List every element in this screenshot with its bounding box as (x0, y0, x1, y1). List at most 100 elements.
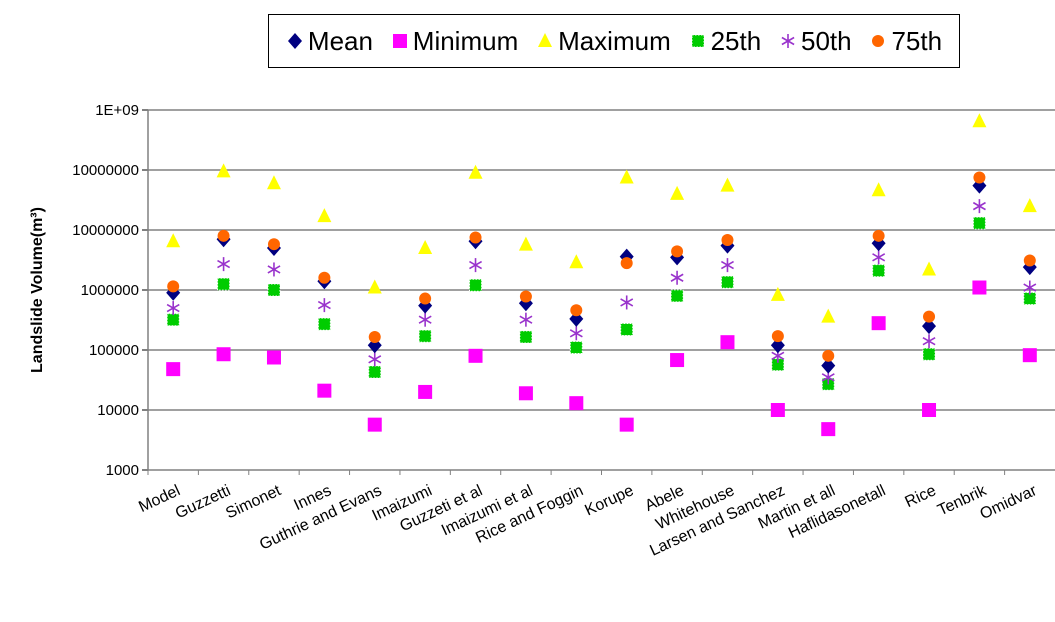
legend-marker (392, 34, 407, 48)
legend-marker-shape (872, 35, 885, 47)
point-25th (317, 317, 331, 331)
point-25th (519, 330, 533, 344)
point-75th (469, 231, 482, 244)
legend-label: Mean (307, 25, 373, 56)
y-tick-label: 1000 (106, 462, 139, 479)
point-maximum (972, 113, 987, 128)
point-maximum (670, 185, 685, 200)
legend-marker (872, 35, 885, 47)
point-50th (670, 270, 684, 285)
point-minimum (770, 403, 785, 417)
y-tick-label: 1000000 (81, 282, 139, 299)
legend-marker (287, 33, 302, 49)
category-label: Korupe (582, 482, 636, 519)
point-25th (872, 264, 886, 278)
legend-item: Maximum (536, 26, 671, 57)
point-75th (1023, 254, 1036, 267)
legend-item: 75th (869, 26, 942, 57)
point-50th (720, 258, 734, 273)
legend-marker-shape (538, 33, 553, 47)
point-maximum (770, 286, 785, 301)
point-50th (469, 258, 483, 273)
point-75th (419, 292, 432, 305)
legend-item: Minimum (391, 26, 518, 57)
point-25th (368, 365, 382, 379)
point-maximum (266, 175, 281, 190)
point-mean (922, 318, 937, 335)
y-tick-label: 10000 (97, 402, 139, 419)
point-minimum (871, 316, 886, 331)
point-50th (418, 312, 432, 327)
legend-label: 75th (891, 25, 943, 56)
point-75th (318, 271, 331, 284)
category-label: Rice (903, 482, 939, 511)
point-50th (972, 199, 986, 214)
legend-item: 25th (689, 26, 761, 57)
point-maximum (216, 163, 231, 178)
legend: Mean Minimum Maximum 25th 50th 75th (268, 14, 960, 68)
point-minimum (367, 417, 382, 432)
point-minimum (317, 383, 332, 398)
point-25th (670, 289, 684, 303)
point-maximum (922, 261, 937, 276)
point-maximum (720, 177, 735, 192)
point-50th (217, 257, 231, 272)
point-75th (973, 171, 986, 184)
legend-marker (538, 33, 553, 47)
point-mean (821, 357, 836, 374)
legend-marker-shape (691, 34, 705, 48)
point-75th (620, 257, 633, 270)
point-75th (721, 234, 734, 247)
point-50th (368, 352, 382, 367)
point-50th (620, 295, 634, 310)
point-75th (267, 238, 280, 251)
point-50th (569, 326, 583, 341)
point-minimum (468, 348, 483, 363)
point-75th (217, 229, 230, 242)
y-tick-label: 1E+09 (95, 102, 139, 119)
point-maximum (166, 233, 181, 248)
point-maximum (821, 308, 836, 323)
point-minimum (922, 403, 937, 417)
point-75th (771, 330, 784, 343)
point-minimum (670, 353, 685, 368)
point-50th (166, 301, 180, 316)
point-minimum (418, 384, 433, 399)
point-75th (822, 349, 835, 362)
y-axis-title: Landslide Volume(m³) (29, 207, 46, 373)
point-25th (720, 275, 734, 289)
point-25th (569, 341, 583, 355)
legend-marker-shape (287, 33, 302, 49)
point-25th (922, 347, 936, 361)
category-label: Omidvar (978, 482, 1041, 523)
point-minimum (266, 350, 281, 365)
legend-label: Minimum (412, 25, 519, 56)
point-75th (167, 280, 180, 293)
point-maximum (468, 164, 483, 179)
point-maximum (367, 279, 382, 294)
point-25th (217, 277, 231, 291)
legend-marker-shape (781, 34, 795, 48)
point-minimum (972, 280, 987, 295)
point-50th (267, 262, 281, 277)
point-minimum (216, 347, 231, 362)
point-minimum (1022, 348, 1037, 363)
legend-marker (781, 34, 795, 48)
point-50th (519, 312, 533, 327)
point-maximum (569, 254, 584, 269)
point-25th (972, 216, 986, 230)
legend-label: Maximum (558, 25, 671, 56)
point-maximum (317, 208, 332, 223)
point-75th (671, 245, 684, 258)
y-tick-label: 10000000 (72, 222, 139, 239)
point-maximum (871, 182, 886, 197)
point-minimum (821, 422, 836, 437)
point-maximum (1022, 198, 1037, 213)
y-tick-label: 10000000 (72, 162, 139, 179)
point-75th (570, 304, 583, 317)
point-50th (317, 298, 331, 313)
point-75th (519, 290, 532, 303)
point-minimum (518, 386, 533, 401)
